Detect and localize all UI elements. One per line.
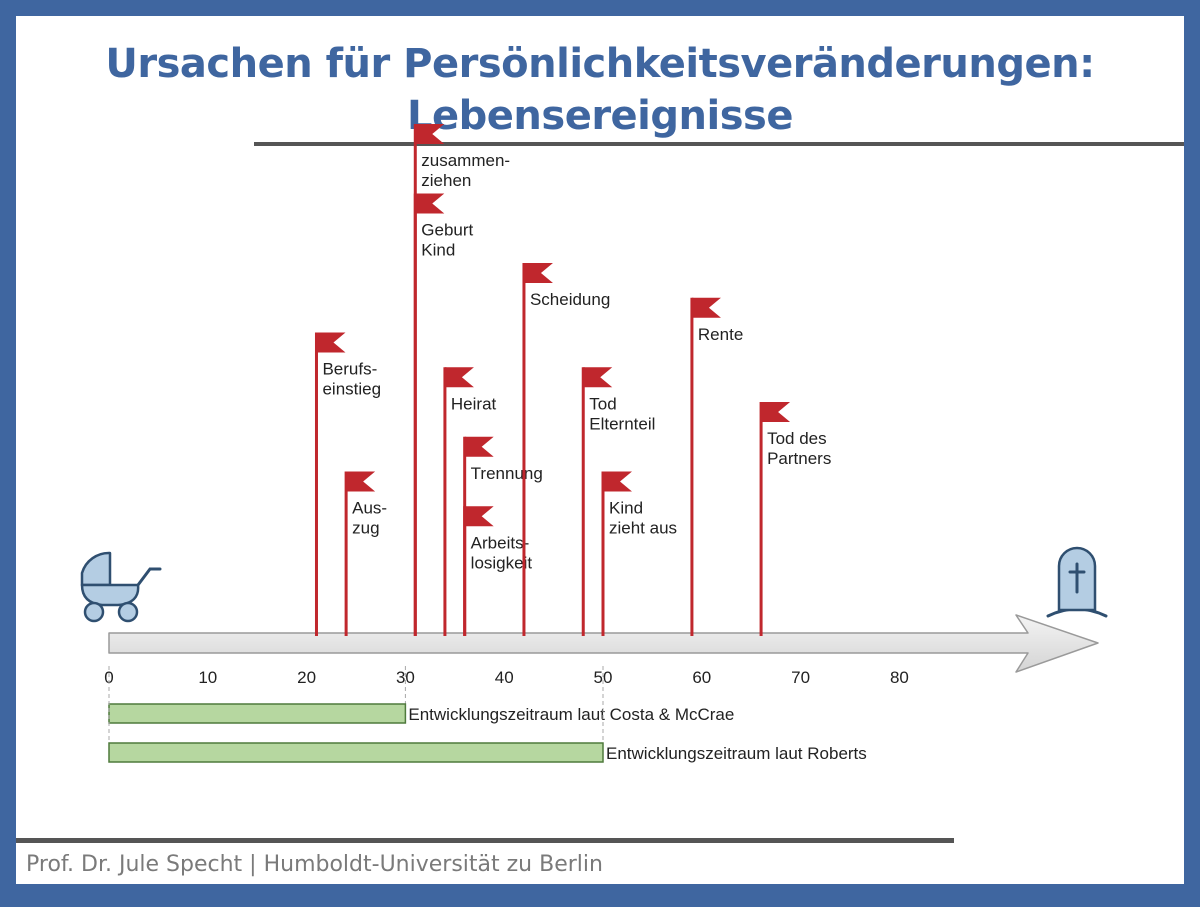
event-label: einstieg xyxy=(322,380,381,399)
flag-pole xyxy=(690,297,694,636)
event-label: Elternteil xyxy=(589,414,655,433)
tick-label: 50 xyxy=(594,668,613,687)
footer-divider xyxy=(16,838,954,843)
range-bar xyxy=(108,742,604,763)
event-flag: Berufs-einstieg xyxy=(314,332,381,636)
flag-pennant xyxy=(691,297,721,318)
event-label: zusammen- xyxy=(421,151,510,170)
flag-pole xyxy=(443,367,447,636)
event-label: ziehen xyxy=(421,171,471,190)
tick-label: 10 xyxy=(198,668,217,687)
flag-pennant xyxy=(415,193,445,214)
development-ranges: Entwicklungszeitraum laut Costa & McCrae… xyxy=(108,666,867,763)
life-event-flags: Berufs-einstiegAus-zugzusammen-ziehenGeb… xyxy=(314,124,831,636)
event-label: Arbeits- xyxy=(471,533,530,552)
flag-pole xyxy=(413,193,417,636)
timeline-arrow xyxy=(108,614,1099,673)
tick-label: 40 xyxy=(495,668,514,687)
flag-pennant xyxy=(583,367,613,388)
event-label: Geburt xyxy=(421,221,473,240)
gravestone-icon xyxy=(1046,546,1108,618)
range-bar xyxy=(108,703,407,724)
flag-pole xyxy=(344,471,348,636)
event-flag: Heirat xyxy=(443,367,497,636)
slide-title: Ursachen für Persönlichkeitsveränderunge… xyxy=(16,38,1184,142)
baby-carriage-icon xyxy=(80,551,162,623)
event-label: Heirat xyxy=(451,394,497,413)
event-label: Tod des xyxy=(767,429,827,448)
event-label: Kind xyxy=(609,499,643,518)
event-label: Berufs- xyxy=(322,360,377,379)
flag-pennant xyxy=(415,124,445,144)
slide: Ursachen für Persönlichkeitsveränderunge… xyxy=(16,16,1184,884)
event-label: Scheidung xyxy=(530,290,610,309)
tick-label: 80 xyxy=(890,668,909,687)
tick-label: 60 xyxy=(692,668,711,687)
flag-pennant xyxy=(316,332,346,353)
event-label: Aus- xyxy=(352,499,387,518)
flag-pennant xyxy=(603,471,632,492)
event-flag: Scheidung xyxy=(522,263,610,636)
flag-pennant xyxy=(464,506,494,527)
range-label: Entwicklungszeitraum laut Costa & McCrae xyxy=(408,705,734,724)
axis-ticks: 0 10 20 30 40 50 60 70 80 xyxy=(104,668,909,687)
event-label: Partners xyxy=(767,449,831,468)
title-divider xyxy=(254,142,1184,146)
event-label: losigkeit xyxy=(471,553,533,572)
flag-pole xyxy=(581,367,585,636)
flag-pennant xyxy=(346,471,376,492)
flag-pennant xyxy=(761,402,791,422)
flag-pole xyxy=(463,506,467,636)
flag-pennant xyxy=(523,263,553,283)
flag-pole xyxy=(601,471,605,636)
event-label: zug xyxy=(352,519,379,538)
event-flag: Rente xyxy=(690,297,743,636)
flag-pennant xyxy=(464,436,494,457)
event-label: Trennung xyxy=(471,464,543,483)
flag-pole xyxy=(522,263,526,636)
event-label: zieht aus xyxy=(609,519,677,538)
footer-credit: Prof. Dr. Jule Specht | Humboldt-Univers… xyxy=(26,852,603,877)
flag-pole xyxy=(314,332,318,636)
tick-label: 0 xyxy=(104,668,113,687)
life-events-timeline: 0 10 20 30 40 50 60 70 80 Entwicklungszeitraum l… xyxy=(80,124,1108,763)
tick-label: 20 xyxy=(297,668,316,687)
flag-pennant xyxy=(444,367,474,388)
event-label: Kind xyxy=(421,241,455,260)
event-flag: Arbeits-losigkeit xyxy=(463,506,532,636)
event-label: Rente xyxy=(698,325,743,344)
event-flag: Aus-zug xyxy=(344,471,387,636)
event-label: Tod xyxy=(589,394,616,413)
flag-pole xyxy=(759,402,763,636)
title-line-1: Ursachen für Persönlichkeitsveränderunge… xyxy=(105,41,1095,87)
range-label: Entwicklungszeitraum laut Roberts xyxy=(606,744,867,763)
tick-label: 30 xyxy=(396,668,415,687)
title-line-2: Lebensereignisse xyxy=(407,93,793,139)
tick-label: 70 xyxy=(791,668,810,687)
